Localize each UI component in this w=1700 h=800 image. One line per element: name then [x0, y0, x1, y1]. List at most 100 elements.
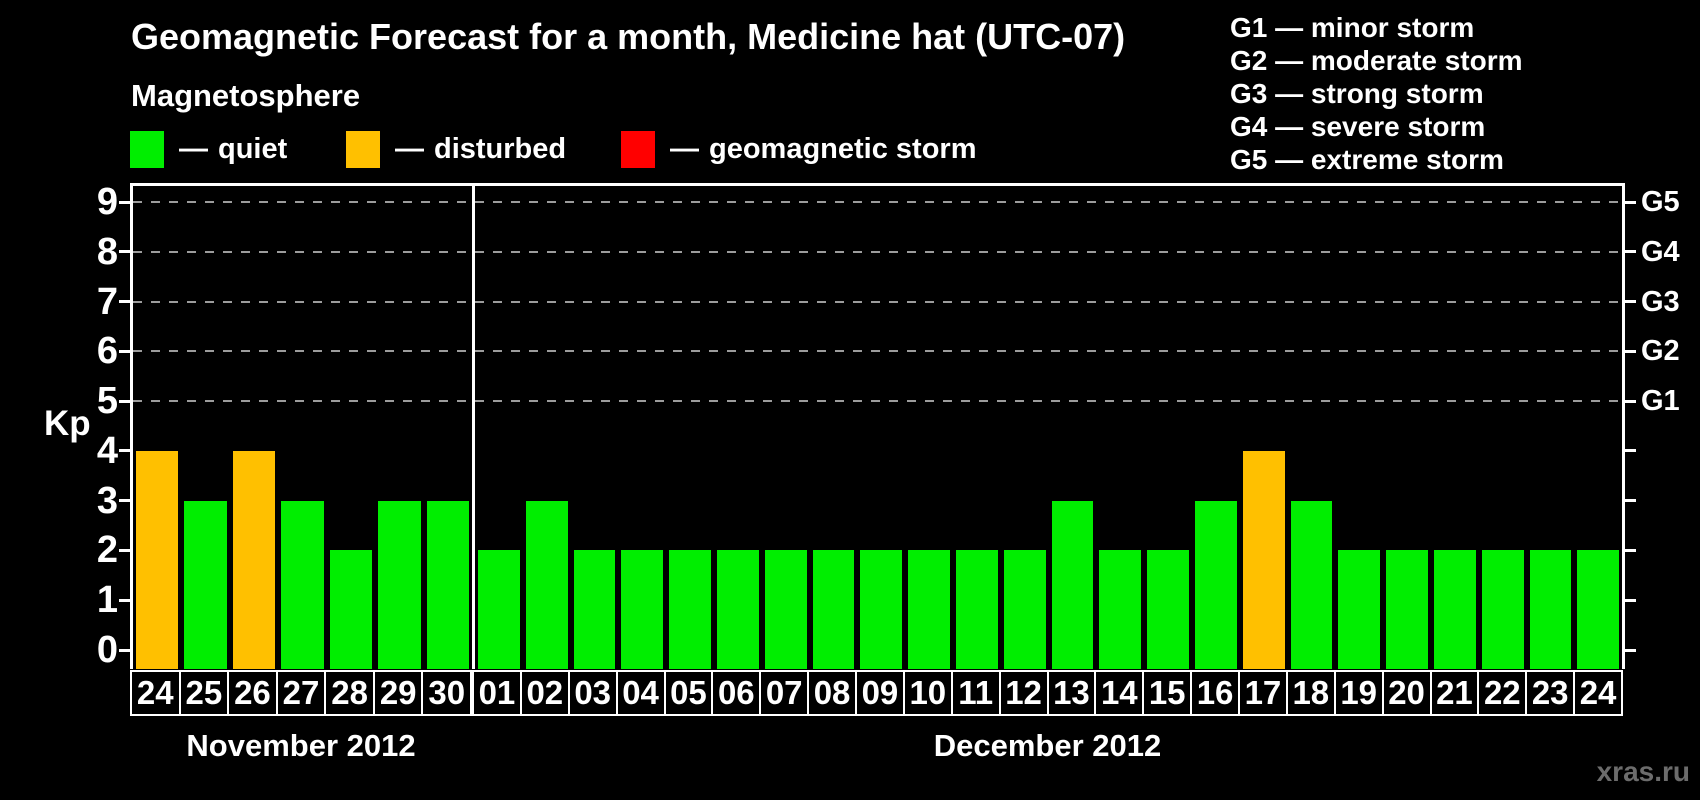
date-cell-december-19: 19	[1333, 672, 1382, 714]
legend-item-quiet: — quiet	[130, 131, 287, 168]
right-axis-label-g1: G1	[1641, 385, 1680, 418]
bar-december-04	[621, 550, 664, 669]
bar-november-30	[426, 500, 469, 669]
g-scale-item-g5: G5 — extreme storm	[1230, 144, 1504, 175]
left-tick-kp4	[119, 449, 130, 453]
date-cell-november-25: 25	[178, 672, 228, 714]
date-cell-december-20: 20	[1381, 672, 1430, 714]
left-tick-kp3	[119, 499, 130, 503]
date-cell-december-16: 16	[1190, 672, 1238, 714]
left-tick-kp7	[119, 300, 130, 303]
date-cell-november-24: 24	[136, 674, 174, 711]
y-tick-label-2: 2	[96, 529, 118, 572]
legend-item-storm: — geomagnetic storm	[621, 131, 977, 168]
date-cell-december-11: 11	[950, 672, 999, 714]
y-tick-label-3: 3	[96, 479, 118, 522]
date-cell-november-27: 27	[275, 672, 325, 714]
date-cell-december-15: 15	[1142, 672, 1190, 714]
date-cell-november-28: 28	[324, 672, 373, 714]
bar-november-25	[184, 500, 227, 669]
bar-december-20	[1386, 550, 1428, 669]
date-cell-december-22: 22	[1477, 672, 1525, 714]
date-cell-december-13: 13	[1046, 672, 1095, 714]
g-scale-item-g1: G1 — minor storm	[1230, 12, 1475, 43]
bar-november-27	[281, 500, 324, 669]
december-date-row: 01 02 03 04 05 06 07 08 09 10 11 12 13 14 15 16 17 18 19 20…	[472, 670, 1623, 716]
y-tick-label-4: 4	[96, 429, 118, 472]
left-tick-kp2	[119, 548, 130, 552]
right-axis-label-g4: G4	[1641, 235, 1680, 268]
date-cell-december-08: 08	[807, 672, 855, 714]
gridline-kp7	[133, 300, 1622, 303]
date-cell-december-18: 18	[1285, 672, 1334, 714]
bar-november-26	[232, 450, 276, 669]
legend-item-label: disturbed	[434, 133, 567, 165]
bar-december-17	[1242, 450, 1285, 669]
bar-december-21	[1433, 550, 1476, 669]
chart-title: Geomagnetic Forecast for a month, Medici…	[131, 16, 1126, 57]
date-cell-december-14: 14	[1094, 672, 1142, 714]
watermark-link[interactable]: xras.ru	[1596, 756, 1690, 787]
y-tick-label-6: 6	[96, 330, 118, 373]
month-label-november: November 2012	[186, 728, 416, 763]
legend-item-label: geomagnetic storm	[709, 133, 977, 165]
y-tick-label-0: 0	[96, 629, 118, 671]
december-bars-section	[475, 186, 1622, 669]
date-cell-november-26: 26	[227, 672, 276, 714]
date-cell-december-23: 23	[1525, 672, 1573, 714]
bar-december-22	[1481, 550, 1524, 669]
date-cell-december-04: 04	[615, 672, 664, 714]
bar-december-23	[1529, 550, 1572, 669]
date-cell-december-05: 05	[663, 672, 712, 714]
bar-december-12	[1003, 550, 1046, 669]
bar-december-05	[669, 550, 711, 669]
g-scale-item-g2: G2 — moderate storm	[1230, 45, 1523, 76]
legend-item-disturbed: — disturbed	[346, 131, 566, 168]
bar-december-07	[764, 550, 807, 669]
right-axis-label-g2: G2	[1641, 335, 1680, 368]
y-tick-label-9: 9	[96, 181, 118, 223]
bar-december-16	[1194, 500, 1237, 669]
bar-december-14	[1099, 550, 1142, 669]
right-axis-label-g5: G5	[1641, 186, 1680, 218]
date-cell-december-12: 12	[998, 672, 1047, 714]
date-cell-december-02: 02	[519, 672, 568, 714]
bar-december-10	[908, 550, 950, 669]
g-scale-item-g3: G3 — strong storm	[1230, 78, 1484, 109]
right-tick-kp2	[1625, 548, 1636, 552]
magnetosphere-legend-title: Magnetosphere	[131, 78, 361, 113]
right-tick-kp0	[1625, 648, 1636, 652]
date-cell-december-09: 09	[855, 672, 903, 714]
bar-november-24	[136, 450, 179, 669]
right-tick-kp8	[1625, 250, 1636, 254]
disturbed-color-swatch	[346, 131, 380, 168]
g-scale-item-g4: G4 — severe storm	[1230, 111, 1486, 142]
bar-december-15	[1147, 550, 1189, 669]
left-tick-kp8	[119, 250, 130, 254]
left-tick-kp6	[119, 349, 130, 353]
date-cell-december-06: 06	[711, 672, 759, 714]
bar-december-19	[1338, 550, 1381, 669]
date-cell-november-30: 30	[421, 672, 470, 714]
bar-december-01	[478, 550, 520, 669]
left-tick-kp0	[119, 648, 130, 652]
g-scale-legend: G1 — minor storm G2 — moderate storm G3 — …	[1230, 11, 1523, 176]
gridline-kp6	[133, 350, 1622, 353]
bar-december-02	[525, 500, 568, 669]
date-cell-december-10: 10	[902, 672, 951, 714]
right-tick-kp3	[1625, 499, 1636, 503]
bar-december-03	[573, 550, 616, 669]
legend-item-label: quiet	[218, 133, 288, 165]
right-tick-kp9	[1625, 200, 1636, 204]
date-cell-december-17: 17	[1238, 672, 1286, 714]
y-tick-label-1: 1	[96, 579, 118, 622]
y-tick-label-5: 5	[96, 380, 118, 423]
left-tick-kp9	[119, 200, 130, 204]
gridline-kp9	[133, 201, 1622, 203]
plot-area	[130, 183, 1625, 669]
y-axis-title: Kp	[44, 404, 91, 443]
right-tick-kp7	[1625, 300, 1636, 303]
right-tick-kp1	[1625, 598, 1636, 602]
right-tick-kp6	[1625, 349, 1636, 353]
